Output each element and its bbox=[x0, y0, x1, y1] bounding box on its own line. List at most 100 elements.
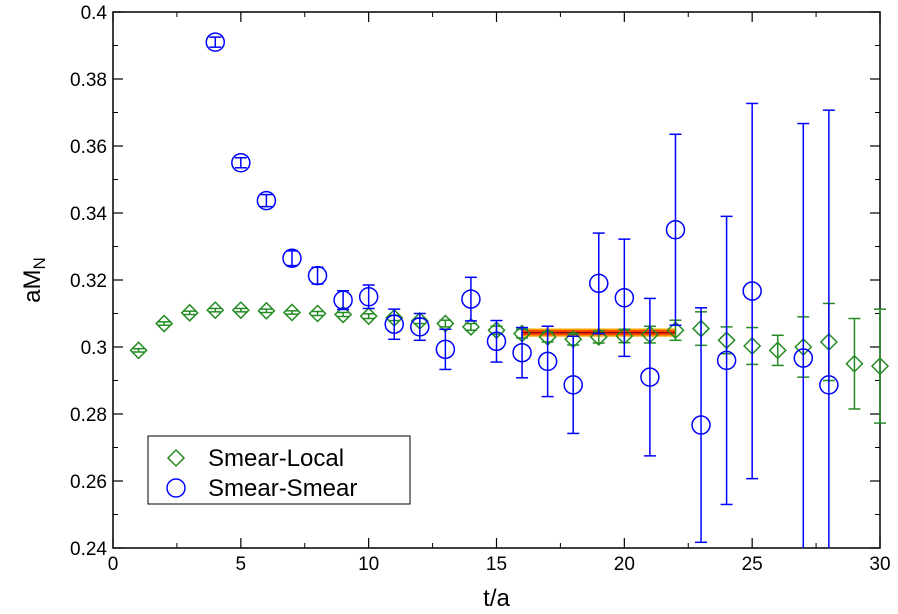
smear-local-point bbox=[155, 314, 174, 333]
smear-smear-point bbox=[691, 307, 711, 544]
diamond-marker bbox=[845, 354, 864, 373]
smear-smear-point bbox=[307, 265, 328, 286]
legend-box bbox=[147, 435, 411, 505]
smear-local-point bbox=[206, 301, 225, 320]
smear-smear-point bbox=[819, 109, 839, 548]
axes: 0 5 10 15 20 25 30 0.24 0.26 0.28 0.3 0.32 0.34 0.36 0… bbox=[70, 3, 891, 575]
x-tick-label: 5 bbox=[236, 554, 247, 575]
diamond-marker bbox=[155, 314, 174, 333]
circle-marker bbox=[742, 281, 762, 301]
smear-local-point bbox=[282, 303, 302, 322]
x-tick-label: 20 bbox=[614, 554, 635, 575]
y-tick-label: 0.32 bbox=[70, 271, 107, 292]
diamond-marker bbox=[180, 303, 199, 322]
circle-marker bbox=[563, 375, 583, 395]
circle-marker bbox=[665, 220, 686, 240]
diamond-marker bbox=[257, 301, 276, 320]
legend-label: Smear-Smear bbox=[208, 475, 357, 502]
circle-marker bbox=[640, 367, 660, 387]
smear-smear-point bbox=[793, 122, 814, 548]
smear-smear-point bbox=[742, 102, 762, 480]
y-tick-label: 0.26 bbox=[70, 472, 107, 493]
y-tick-label: 0.36 bbox=[70, 137, 107, 158]
y-tick-label: 0.3 bbox=[81, 338, 107, 359]
smear-smear-point bbox=[537, 325, 558, 398]
diamond-marker bbox=[768, 341, 787, 360]
circle-marker bbox=[282, 248, 302, 268]
smear-local-point bbox=[359, 307, 378, 326]
smear-local-point bbox=[257, 301, 276, 320]
axis-labels: t/a aMN bbox=[19, 257, 510, 612]
smear-smear-point bbox=[282, 248, 302, 268]
circle-marker bbox=[384, 314, 404, 334]
x-axis-label: t/a bbox=[483, 585, 510, 612]
smear-smear-point bbox=[410, 312, 430, 342]
smear-local-point bbox=[461, 317, 480, 336]
smear-local-point bbox=[231, 301, 250, 320]
y-tick-label: 0.4 bbox=[81, 3, 108, 24]
diamond-marker bbox=[359, 307, 378, 326]
circle-marker bbox=[231, 153, 251, 173]
x-tick-label: 30 bbox=[869, 554, 890, 575]
circle-marker bbox=[793, 348, 814, 368]
diamond-marker bbox=[334, 305, 353, 324]
y-tick-label: 0.24 bbox=[70, 539, 107, 560]
y-axis-label-subscript: N bbox=[30, 257, 49, 269]
smear-local-point bbox=[180, 303, 199, 322]
x-tick-label: 25 bbox=[742, 554, 763, 575]
smear-smear-point bbox=[231, 153, 251, 173]
diamond-marker bbox=[129, 341, 148, 360]
circle-marker bbox=[307, 265, 328, 286]
smear-smear-point bbox=[256, 190, 277, 211]
smear-smear-point bbox=[333, 289, 353, 311]
smear-smear-point bbox=[512, 326, 532, 379]
circle-marker bbox=[435, 339, 456, 360]
smear-local-point bbox=[334, 305, 353, 324]
legend-entries: Smear-Local Smear-Smear bbox=[166, 445, 357, 502]
smear-smear-point bbox=[589, 232, 609, 335]
smear-smear-point bbox=[614, 238, 635, 358]
circle-marker bbox=[461, 289, 481, 309]
circle-marker bbox=[691, 415, 711, 435]
circle-marker bbox=[166, 478, 186, 498]
smear-smear-point bbox=[461, 276, 481, 322]
diamond-marker bbox=[282, 303, 302, 322]
y-tick-label: 0.28 bbox=[70, 405, 107, 426]
diamond-marker bbox=[666, 321, 685, 340]
smear-local-point bbox=[768, 334, 787, 367]
legend-entry: Smear-Smear bbox=[166, 475, 357, 502]
circle-marker bbox=[589, 273, 609, 294]
diamond-marker bbox=[231, 301, 250, 320]
smear-local-point bbox=[845, 317, 864, 410]
circle-marker bbox=[537, 351, 558, 372]
smear-local-point bbox=[129, 341, 148, 360]
smear-smear-point bbox=[358, 284, 379, 310]
y-axis-label-main: aM bbox=[19, 269, 46, 302]
y-axis-label: aMN bbox=[19, 257, 49, 303]
legend-entry: Smear-Local bbox=[166, 445, 344, 472]
y-tick-label: 0.34 bbox=[70, 204, 107, 225]
diamond-marker bbox=[206, 301, 225, 320]
diamond-marker bbox=[166, 448, 186, 468]
smear-smear-point bbox=[384, 308, 404, 341]
circle-marker bbox=[486, 331, 507, 352]
circle-marker bbox=[358, 287, 379, 307]
smear-smear-point bbox=[640, 297, 660, 457]
smear-local-point bbox=[308, 304, 327, 323]
diamond-marker bbox=[461, 317, 480, 336]
smear-smear-point bbox=[435, 328, 456, 371]
smear-smear-point bbox=[563, 335, 583, 435]
y-tick-label: 0.38 bbox=[70, 70, 107, 91]
data-marks bbox=[129, 32, 890, 548]
smear-smear-point bbox=[665, 133, 686, 326]
smear-smear-point bbox=[486, 319, 507, 363]
circle-marker bbox=[410, 317, 430, 337]
x-tick-label: 15 bbox=[486, 554, 507, 575]
circle-marker bbox=[333, 290, 353, 310]
circle-marker bbox=[512, 342, 532, 363]
diamond-marker bbox=[308, 304, 327, 323]
legend: Smear-Local Smear-Smear bbox=[147, 435, 411, 505]
smear-smear-point bbox=[205, 32, 226, 52]
smear-local-point bbox=[870, 308, 890, 424]
